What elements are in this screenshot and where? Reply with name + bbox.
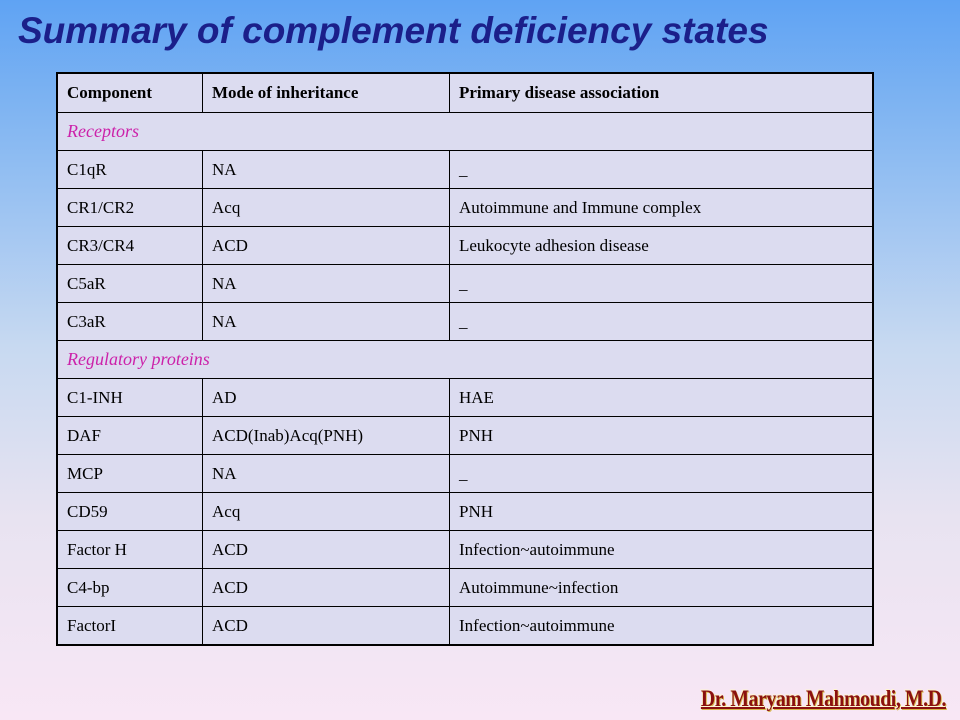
table-row: C1qR NA _ [56,150,874,189]
cell-inheritance: NA [202,454,450,493]
cell-inheritance: NA [202,264,450,303]
cell-component: C4-bp [56,568,203,607]
table-row: CD59 Acq PNH [56,492,874,531]
table-header-row: Component Mode of inheritance Primary di… [56,72,874,113]
table-row: MCP NA _ [56,454,874,493]
table-row: C3aR NA _ [56,302,874,341]
slide-title: Summary of complement deficiency states [18,10,769,51]
cell-inheritance: NA [202,150,450,189]
header-component: Component [56,72,203,113]
complement-deficiency-table: Component Mode of inheritance Primary di… [56,72,874,646]
header-disease-association: Primary disease association [449,72,874,113]
cell-disease: Infection~autoimmune [449,606,874,646]
cell-inheritance: ACD [202,606,450,646]
cell-component: Factor H [56,530,203,569]
author-signature: Dr. Maryam Mahmoudi, M.D. [700,686,947,711]
cell-inheritance: AD [202,378,450,417]
cell-inheritance: ACD(Inab)Acq(PNH) [202,416,450,455]
cell-component: C1qR [56,150,203,189]
cell-component: FactorI [56,606,203,646]
cell-disease: Autoimmune~infection [449,568,874,607]
table-row: CR1/CR2 Acq Autoimmune and Immune comple… [56,188,874,227]
section-row-regulatory-proteins: Regulatory proteins [56,340,874,379]
cell-disease: HAE [449,378,874,417]
section-row-receptors: Receptors [56,112,874,151]
cell-component: C5aR [56,264,203,303]
cell-inheritance: Acq [202,492,450,531]
cell-component: C1-INH [56,378,203,417]
table-row: FactorI ACD Infection~autoimmune [56,606,874,646]
cell-component: CD59 [56,492,203,531]
cell-disease: PNH [449,492,874,531]
cell-disease: _ [449,302,874,341]
cell-disease: PNH [449,416,874,455]
cell-disease: _ [449,150,874,189]
table-row: C5aR NA _ [56,264,874,303]
cell-inheritance: ACD [202,530,450,569]
cell-inheritance: Acq [202,188,450,227]
cell-disease: Autoimmune and Immune complex [449,188,874,227]
section-heading-receptors: Receptors [56,112,874,151]
cell-inheritance: ACD [202,568,450,607]
cell-component: C3aR [56,302,203,341]
cell-inheritance: ACD [202,226,450,265]
header-mode-of-inheritance: Mode of inheritance [202,72,450,113]
table-row: Factor H ACD Infection~autoimmune [56,530,874,569]
table-row: CR3/CR4 ACD Leukocyte adhesion disease [56,226,874,265]
cell-component: CR3/CR4 [56,226,203,265]
cell-component: CR1/CR2 [56,188,203,227]
section-heading-regulatory-proteins: Regulatory proteins [56,340,874,379]
cell-disease: _ [449,264,874,303]
cell-disease: Leukocyte adhesion disease [449,226,874,265]
cell-disease: _ [449,454,874,493]
cell-disease: Infection~autoimmune [449,530,874,569]
cell-component: DAF [56,416,203,455]
table-row: C1-INH AD HAE [56,378,874,417]
cell-inheritance: NA [202,302,450,341]
table-row: C4-bp ACD Autoimmune~infection [56,568,874,607]
table-row: DAF ACD(Inab)Acq(PNH) PNH [56,416,874,455]
cell-component: MCP [56,454,203,493]
